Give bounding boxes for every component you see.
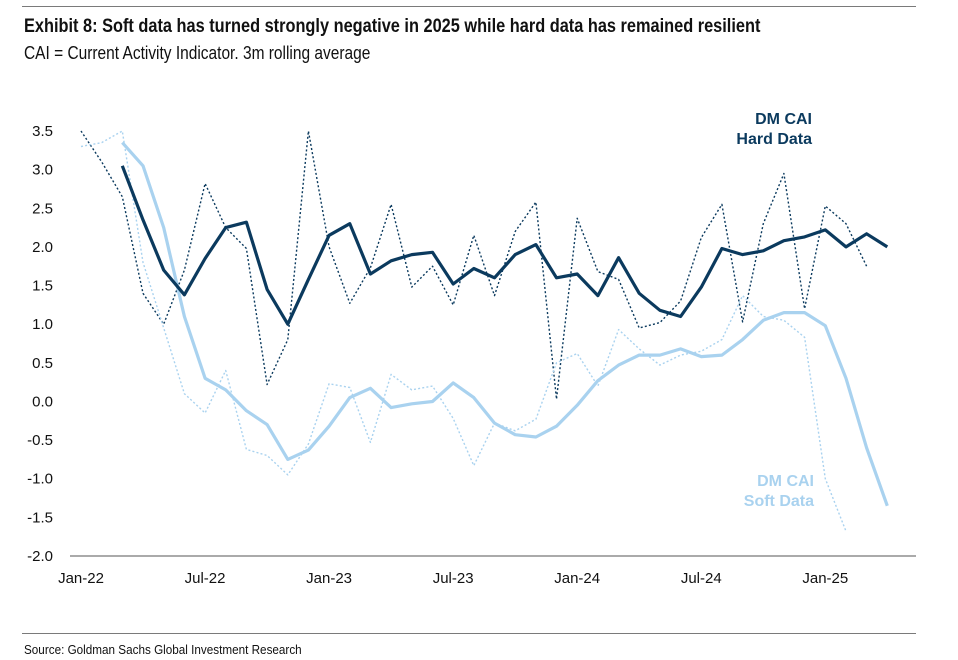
chart-subtitle: CAI = Current Activity Indicator. 3m rol… (24, 43, 371, 63)
x-tick-label: Jul-24 (681, 570, 722, 587)
x-axis-ticks: Jan-22 Jul-22 Jan-23 Jul-23 Jan-24 Jul-24 Jan-… (58, 570, 848, 587)
bottom-rule (22, 633, 916, 634)
soft-data-monthly-line (80, 130, 847, 532)
y-tick-label: 2.5 (32, 200, 53, 217)
soft-data-3m-avg-line (121, 141, 889, 507)
x-tick-label: Jan-24 (554, 570, 600, 587)
series-group (80, 130, 889, 532)
legend-hard-line1: DM CAI (755, 111, 812, 128)
legend-soft-line2: Soft Data (744, 493, 814, 510)
legend: DM CAI Hard Data DM CAI Soft Data (736, 111, 814, 510)
x-tick-label: Jan-22 (58, 570, 104, 587)
y-tick-label: -0.5 (27, 432, 53, 449)
y-tick-label: 3.5 (32, 123, 53, 140)
y-tick-label: 1.0 (32, 316, 53, 333)
x-tick-label: Jan-25 (802, 570, 848, 587)
y-tick-label: 1.5 (32, 278, 53, 295)
legend-hard-line2: Hard Data (736, 131, 812, 148)
y-tick-label: 3.0 (32, 162, 53, 179)
y-tick-label: -1.5 (27, 509, 53, 526)
top-rule (22, 6, 916, 7)
source-note: Source: Goldman Sachs Global Investment … (24, 642, 302, 657)
y-tick-label: 2.0 (32, 239, 53, 256)
hard-data-3m-avg-line (120, 165, 889, 326)
y-tick-label: -1.0 (27, 471, 53, 488)
chart-title: Exhibit 8: Soft data has turned strongly… (24, 16, 761, 37)
legend-soft-line1: DM CAI (757, 473, 814, 490)
y-axis-ticks: -2.0 -1.5 -1.0 -0.5 0.0 0.5 1.0 1.5 2.0 2.5 3.0 3.5 (27, 123, 53, 565)
y-tick-label: -2.0 (27, 548, 53, 565)
y-tick-label: 0.0 (32, 393, 53, 410)
y-tick-label: 0.5 (32, 355, 53, 372)
x-tick-label: Jul-22 (185, 570, 226, 587)
x-tick-label: Jan-23 (306, 570, 352, 587)
x-tick-label: Jul-23 (433, 570, 474, 587)
